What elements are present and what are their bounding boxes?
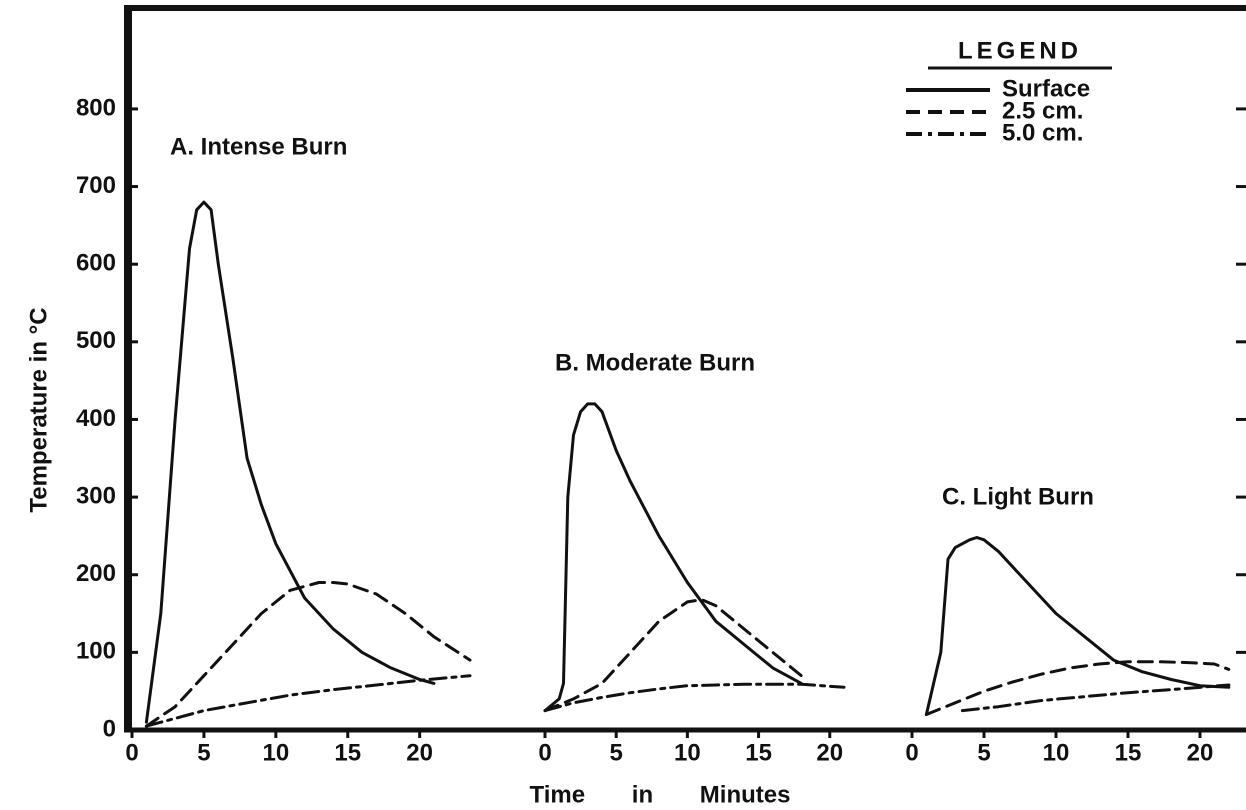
series-line xyxy=(144,581,472,728)
panel-title: A. Intense Burn xyxy=(170,133,347,160)
y-tick-label: 200 xyxy=(76,560,116,587)
x-tick-label: 10 xyxy=(674,739,701,766)
y-axis-label: Temperature in °C xyxy=(25,307,52,512)
x-tick-label: 15 xyxy=(334,739,361,766)
panel-title: C. Light Burn xyxy=(942,483,1094,510)
series-line xyxy=(144,200,436,724)
x-tick-label: 0 xyxy=(905,739,918,766)
x-tick-label: 20 xyxy=(816,739,843,766)
series-line xyxy=(924,536,1231,716)
y-tick-label: 400 xyxy=(76,405,116,432)
x-tick-label: 10 xyxy=(262,739,289,766)
series-line xyxy=(924,660,1231,716)
series-line xyxy=(543,402,803,713)
series-line xyxy=(960,683,1231,713)
x-tick-label: 5 xyxy=(197,739,210,766)
x-tick-label: 10 xyxy=(1043,739,1070,766)
series-line xyxy=(144,674,472,728)
x-tick-label: 15 xyxy=(1115,739,1142,766)
legend-title: LEGEND xyxy=(958,37,1082,64)
x-tick-label: 5 xyxy=(977,739,990,766)
y-tick-label: 700 xyxy=(76,172,116,199)
y-tick-label: 500 xyxy=(76,327,116,354)
x-tick-label: 20 xyxy=(1187,739,1214,766)
legend-label: 2.5 cm. xyxy=(1002,97,1083,124)
y-tick-label: 300 xyxy=(76,482,116,509)
x-axis-label: Time in Minutes xyxy=(530,781,791,808)
x-tick-label: 0 xyxy=(538,739,551,766)
y-tick-label: 800 xyxy=(76,94,116,121)
series-line xyxy=(543,598,803,713)
x-tick-label: 20 xyxy=(406,739,433,766)
legend-label: Surface xyxy=(1002,75,1090,102)
series-line xyxy=(543,682,846,713)
panel-title: B. Moderate Burn xyxy=(555,349,755,376)
y-tick-label: 100 xyxy=(76,638,116,665)
x-tick-label: 5 xyxy=(610,739,623,766)
y-tick-label: 600 xyxy=(76,250,116,277)
x-tick-label: 0 xyxy=(125,739,138,766)
y-tick-label: 0 xyxy=(103,715,116,742)
legend-label: 5.0 cm. xyxy=(1002,119,1083,146)
x-tick-label: 15 xyxy=(745,739,772,766)
